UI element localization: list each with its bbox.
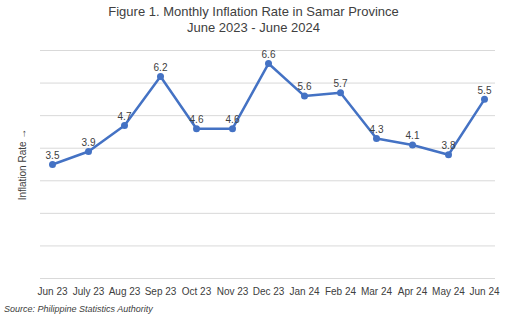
svg-text:4.3: 4.3 [370,124,384,135]
svg-text:Inflation Rate →: Inflation Rate → [17,129,28,201]
svg-text:May 24: May 24 [432,286,465,297]
svg-text:Jun 24: Jun 24 [469,286,499,297]
html-text:Source: Philippine Statistics: Source: Philippine Statistics Authority [4,304,153,314]
svg-text:3.8: 3.8 [442,140,456,151]
html-text:Figure 1. Monthly Inflation Ra: Figure 1. Monthly Inflation Rate in Sama… [108,4,399,19]
svg-text:5.7: 5.7 [334,78,348,89]
svg-text:Jan 24: Jan 24 [289,286,319,297]
svg-text:Nov 23: Nov 23 [217,286,249,297]
svg-text:Sep 23: Sep 23 [145,286,177,297]
svg-text:4.1: 4.1 [406,130,420,141]
svg-text:5.5: 5.5 [478,85,492,96]
svg-text:3.5: 3.5 [46,150,60,161]
svg-text:Jun 23: Jun 23 [37,286,67,297]
svg-text:July 23: July 23 [73,286,105,297]
svg-text:4.6: 4.6 [190,114,204,125]
svg-text:Apr 24: Apr 24 [398,286,428,297]
svg-text:Aug 23: Aug 23 [109,286,141,297]
svg-text:4.7: 4.7 [118,111,132,122]
svg-text:Mar 24: Mar 24 [361,286,393,297]
svg-text:Dec 23: Dec 23 [253,286,285,297]
svg-text:3.9: 3.9 [82,137,96,148]
svg-text:6.6: 6.6 [262,49,276,60]
svg-text:6.2: 6.2 [154,62,168,73]
svg-text:Feb 24: Feb 24 [325,286,357,297]
html-text:June 2023 - June 2024: June 2023 - June 2024 [187,20,320,35]
svg-text:Oct 23: Oct 23 [182,286,212,297]
svg-text:5.6: 5.6 [298,81,312,92]
svg-text:4.6: 4.6 [226,114,240,125]
